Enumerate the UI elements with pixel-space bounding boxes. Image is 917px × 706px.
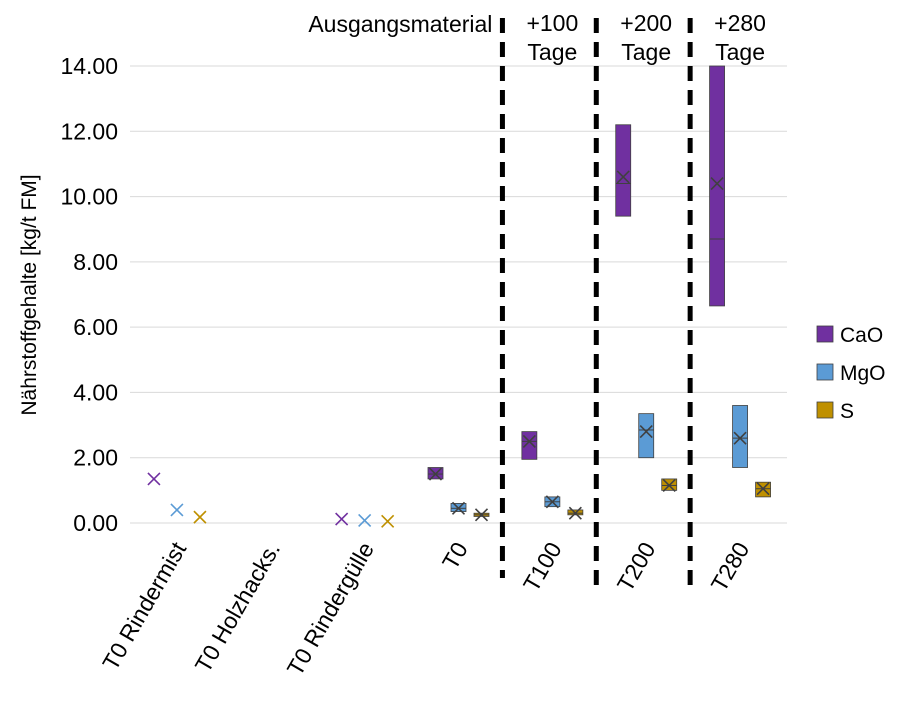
y-tick-label: 10.00 (60, 184, 118, 210)
annotation-days-unit: Tage (527, 39, 577, 65)
section-dividers (499, 18, 693, 590)
y-tick-label: 0.00 (73, 510, 118, 536)
box-rect (638, 413, 655, 459)
annotation-days-unit: Tage (621, 39, 671, 65)
box-mean-marker (193, 510, 207, 524)
box-mean-marker (733, 431, 747, 445)
box-s (381, 514, 395, 528)
category-label: T200 (612, 538, 661, 596)
category-label: T0 Rindergülle (282, 538, 379, 681)
box-mean-marker (170, 503, 184, 517)
annotation-days: +280 (714, 10, 766, 36)
box-s (755, 481, 771, 498)
box-mean-marker (639, 425, 653, 439)
box-mean-marker (522, 434, 536, 448)
legend-label: S (840, 400, 854, 423)
box-mean-marker (545, 495, 559, 509)
box-mean-marker (662, 478, 676, 493)
box-mean-marker (358, 513, 372, 527)
y-tick-label: 14.00 (60, 53, 118, 79)
box-cao (335, 512, 349, 526)
box-mgo (638, 413, 655, 459)
y-axis-ticks: 0.00 2.00 4.00 6.00 8.00 10.00 12.00 14.00 (60, 53, 118, 536)
annotation-days: +200 (620, 10, 672, 36)
box-rect (732, 405, 748, 468)
y-axis-label: Nährstoffgehalte [kg/t FM] (18, 174, 41, 415)
y-tick-label: 8.00 (73, 249, 118, 275)
y-tick-label: 12.00 (60, 118, 118, 144)
gridlines (130, 65, 787, 524)
legend-swatch (816, 325, 834, 343)
box-mean-marker (616, 170, 630, 184)
legend-swatch (816, 401, 834, 419)
box-mean-marker (428, 467, 443, 481)
legend-swatch (816, 363, 834, 381)
box-mean-marker (568, 506, 582, 520)
box-mean-marker (756, 482, 770, 496)
box-mgo (450, 501, 467, 515)
box-mean-marker (381, 514, 395, 528)
box-cao (427, 467, 444, 481)
y-tick-label: 4.00 (73, 379, 118, 405)
category-label: T0 Rindermist (97, 537, 191, 674)
category-label: T100 (518, 538, 567, 596)
box-mgo (358, 513, 372, 527)
box-cao (147, 472, 161, 486)
box-s (473, 508, 490, 522)
legend-label: MgO (840, 362, 886, 385)
box-mean-marker (147, 472, 161, 486)
box-cao (615, 124, 632, 217)
annotation-ausgangsmaterial: Ausgangsmaterial (308, 11, 492, 37)
box-mean-marker (451, 501, 466, 515)
box-s (661, 478, 678, 493)
y-tick-label: 2.00 (73, 445, 118, 471)
box-rect (615, 124, 632, 217)
box-rect (709, 65, 725, 307)
box-mean-marker (710, 176, 724, 191)
annotation-days: +100 (526, 10, 578, 36)
box-mgo (170, 503, 184, 517)
category-label: T0 Holzhacks. (190, 538, 285, 677)
y-tick-label: 6.00 (73, 314, 118, 340)
box-s (567, 506, 584, 520)
box-mgo (544, 495, 561, 509)
box-mean-marker (474, 508, 489, 522)
box-mgo (732, 405, 748, 468)
box-cao (521, 431, 538, 460)
legend: CaO MgO S (816, 324, 886, 423)
category-label: T280 (706, 538, 755, 596)
box-mean-marker (335, 512, 349, 526)
category-label: T0 (437, 538, 473, 574)
box-cao (709, 65, 725, 307)
legend-label: CaO (840, 324, 883, 347)
section-annotations: Ausgangsmaterial +100 Tage +200 Tage +280 Tage (308, 10, 766, 65)
plot-area (147, 65, 771, 528)
box-s (193, 510, 207, 524)
annotation-days-unit: Tage (715, 39, 765, 65)
